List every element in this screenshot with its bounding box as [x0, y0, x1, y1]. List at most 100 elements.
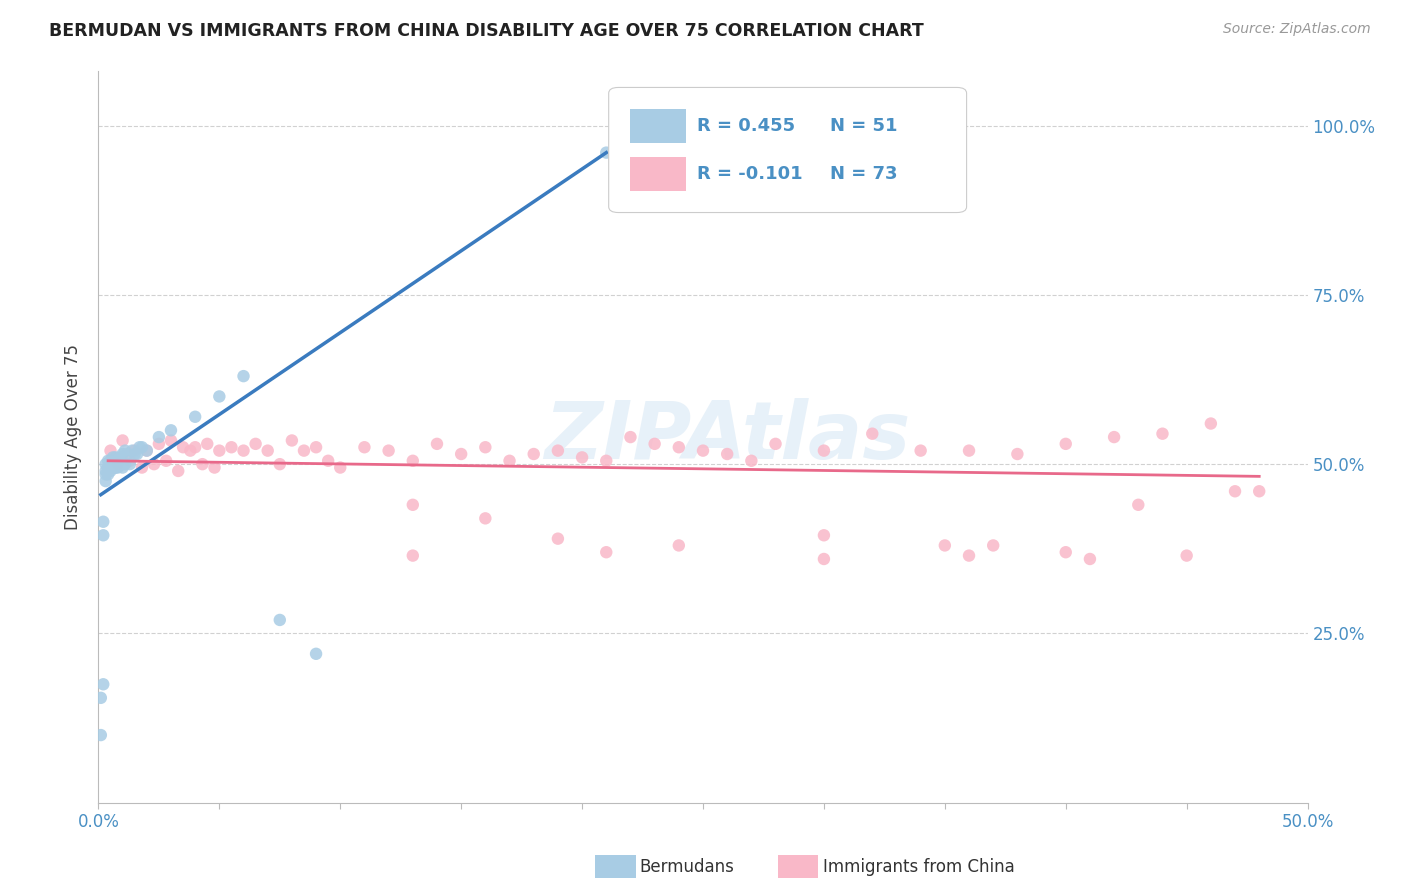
- Point: [716, 447, 738, 461]
- Point: [1199, 417, 1222, 431]
- Point: [131, 440, 153, 454]
- Point: [402, 454, 425, 468]
- Point: [160, 423, 183, 437]
- Point: [1078, 552, 1101, 566]
- Text: R = -0.101: R = -0.101: [697, 165, 803, 183]
- Point: [305, 440, 328, 454]
- Text: Bermudans: Bermudans: [640, 858, 734, 876]
- Point: [111, 434, 134, 448]
- Point: [111, 447, 134, 461]
- Point: [619, 430, 641, 444]
- Point: [498, 454, 520, 468]
- Point: [204, 460, 226, 475]
- Point: [377, 443, 399, 458]
- Point: [100, 460, 122, 475]
- Point: [644, 437, 666, 451]
- Point: [269, 613, 291, 627]
- Point: [195, 437, 218, 451]
- Point: [101, 460, 124, 475]
- Point: [101, 450, 124, 465]
- Point: [910, 443, 932, 458]
- Point: [107, 454, 129, 468]
- Point: [97, 467, 120, 482]
- Point: [107, 457, 129, 471]
- Point: [571, 450, 593, 465]
- Point: [131, 460, 153, 475]
- Point: [100, 464, 122, 478]
- Point: [281, 434, 304, 448]
- Point: [813, 443, 835, 458]
- Point: [179, 443, 201, 458]
- Point: [121, 443, 143, 458]
- Point: [740, 454, 762, 468]
- FancyBboxPatch shape: [630, 157, 686, 191]
- Point: [353, 440, 375, 454]
- Point: [91, 528, 114, 542]
- Point: [90, 728, 112, 742]
- Point: [124, 447, 146, 461]
- Point: [329, 460, 352, 475]
- Point: [668, 440, 690, 454]
- Point: [1152, 426, 1174, 441]
- Point: [1007, 447, 1029, 461]
- Text: Source: ZipAtlas.com: Source: ZipAtlas.com: [1223, 22, 1371, 37]
- Point: [474, 511, 496, 525]
- Point: [402, 549, 425, 563]
- Point: [1128, 498, 1150, 512]
- FancyBboxPatch shape: [609, 87, 966, 212]
- Point: [1102, 430, 1125, 444]
- Point: [94, 464, 117, 478]
- Point: [94, 467, 117, 482]
- Point: [692, 443, 714, 458]
- Point: [221, 440, 243, 454]
- Point: [184, 440, 207, 454]
- Point: [1054, 437, 1077, 451]
- Point: [101, 457, 124, 471]
- Point: [148, 430, 170, 444]
- Point: [124, 443, 146, 458]
- Point: [172, 440, 194, 454]
- Point: [245, 437, 267, 451]
- Point: [595, 454, 617, 468]
- Point: [104, 457, 127, 471]
- Point: [232, 369, 254, 384]
- Point: [813, 528, 835, 542]
- Point: [426, 437, 449, 451]
- Point: [155, 454, 177, 468]
- Point: [595, 545, 617, 559]
- Point: [316, 454, 339, 468]
- Point: [208, 443, 231, 458]
- Point: [107, 457, 129, 471]
- Point: [101, 454, 124, 468]
- Point: [1223, 484, 1246, 499]
- Point: [595, 145, 617, 160]
- Point: [474, 440, 496, 454]
- Point: [104, 450, 127, 465]
- Point: [1249, 484, 1271, 499]
- Point: [100, 443, 122, 458]
- Point: [934, 538, 956, 552]
- Point: [450, 447, 472, 461]
- Point: [97, 460, 120, 475]
- Point: [114, 457, 136, 471]
- Text: ZIPAtlas: ZIPAtlas: [544, 398, 910, 476]
- Point: [91, 515, 114, 529]
- Point: [127, 447, 149, 461]
- Point: [860, 426, 883, 441]
- Text: R = 0.455: R = 0.455: [697, 117, 794, 136]
- Point: [111, 460, 134, 475]
- Point: [957, 549, 980, 563]
- Text: BERMUDAN VS IMMIGRANTS FROM CHINA DISABILITY AGE OVER 75 CORRELATION CHART: BERMUDAN VS IMMIGRANTS FROM CHINA DISABI…: [49, 22, 924, 40]
- Point: [100, 457, 122, 471]
- Y-axis label: Disability Age Over 75: Disability Age Over 75: [65, 344, 83, 530]
- Point: [108, 457, 131, 471]
- Point: [184, 409, 207, 424]
- Point: [765, 437, 787, 451]
- Point: [208, 389, 231, 403]
- Text: Immigrants from China: Immigrants from China: [823, 858, 1014, 876]
- Text: N = 51: N = 51: [830, 117, 897, 136]
- Point: [292, 443, 315, 458]
- Point: [91, 677, 114, 691]
- Point: [107, 460, 129, 475]
- Point: [232, 443, 254, 458]
